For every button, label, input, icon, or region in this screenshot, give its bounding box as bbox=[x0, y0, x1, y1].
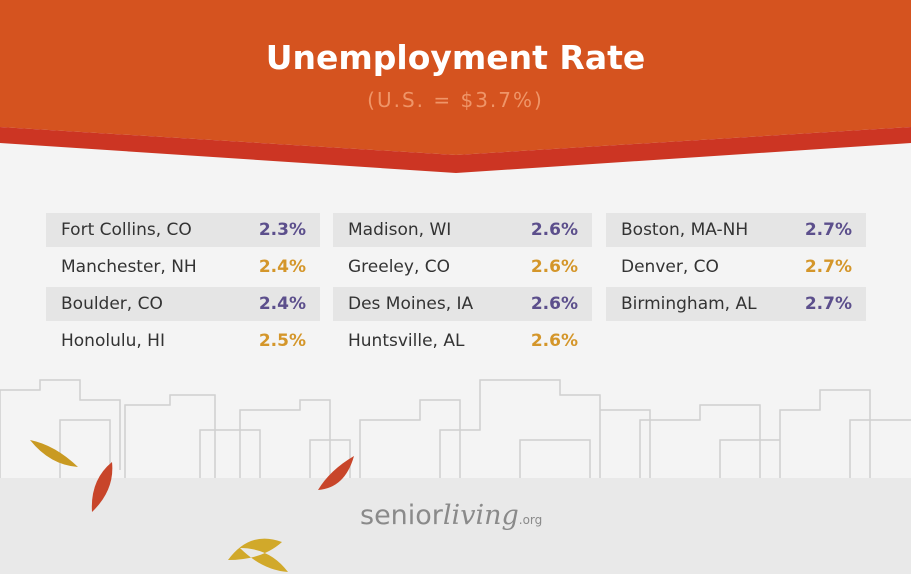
city: Fort Collins, CO bbox=[61, 220, 192, 240]
city: Birmingham, AL bbox=[621, 294, 757, 314]
table-row: Denver, CO 2.7% bbox=[606, 250, 866, 284]
rate: 2.7% bbox=[804, 220, 852, 240]
rate: 2.4% bbox=[258, 294, 306, 314]
rate: 2.3% bbox=[258, 220, 306, 240]
city: Boston, MA-NH bbox=[621, 220, 749, 240]
city: Honolulu, HI bbox=[61, 331, 165, 351]
table-row: Fort Collins, CO 2.3% bbox=[46, 213, 320, 247]
table-row: Boston, MA-NH 2.7% bbox=[606, 213, 866, 247]
table-row: Madison, WI 2.6% bbox=[333, 213, 592, 247]
rate: 2.6% bbox=[530, 220, 578, 240]
table-row: Honolulu, HI 2.5% bbox=[46, 324, 320, 358]
logo-brand: senior bbox=[360, 500, 443, 531]
table-row: Birmingham, AL 2.7% bbox=[606, 287, 866, 321]
rate: 2.6% bbox=[530, 331, 578, 351]
table-column: Fort Collins, CO 2.3% Manchester, NH 2.4% Bo… bbox=[46, 213, 320, 361]
table-row: Boulder, CO 2.4% bbox=[46, 287, 320, 321]
logo-suffix: .org bbox=[518, 513, 543, 527]
rate: 2.6% bbox=[530, 257, 578, 277]
rate: 2.7% bbox=[804, 294, 852, 314]
city: Manchester, NH bbox=[61, 257, 197, 277]
rate: 2.5% bbox=[258, 331, 306, 351]
rate: 2.4% bbox=[258, 257, 306, 277]
city: Boulder, CO bbox=[61, 294, 163, 314]
city: Huntsville, AL bbox=[348, 331, 465, 351]
table-row: Greeley, CO 2.6% bbox=[333, 250, 592, 284]
logo-script: living bbox=[442, 500, 519, 531]
title: Unemployment Rate bbox=[265, 38, 646, 77]
table-row: Des Moines, IA 2.6% bbox=[333, 287, 592, 321]
rate: 2.7% bbox=[804, 257, 852, 277]
table-column: Boston, MA-NH 2.7% Denver, CO 2.7% Birmingha… bbox=[606, 213, 866, 324]
city: Greeley, CO bbox=[348, 257, 451, 277]
subtitle: (U.S. = $3.7%) bbox=[367, 88, 544, 112]
table-row: Manchester, NH 2.4% bbox=[46, 250, 320, 284]
city: Madison, WI bbox=[348, 220, 452, 240]
logo: seniorliving.org bbox=[360, 500, 542, 531]
table-column: Madison, WI 2.6% Greeley, CO 2.6% Des Moines… bbox=[333, 213, 592, 361]
city: Denver, CO bbox=[621, 257, 719, 277]
rate: 2.6% bbox=[530, 294, 578, 314]
table-row: Huntsville, AL 2.6% bbox=[333, 324, 592, 358]
city: Des Moines, IA bbox=[348, 294, 474, 314]
